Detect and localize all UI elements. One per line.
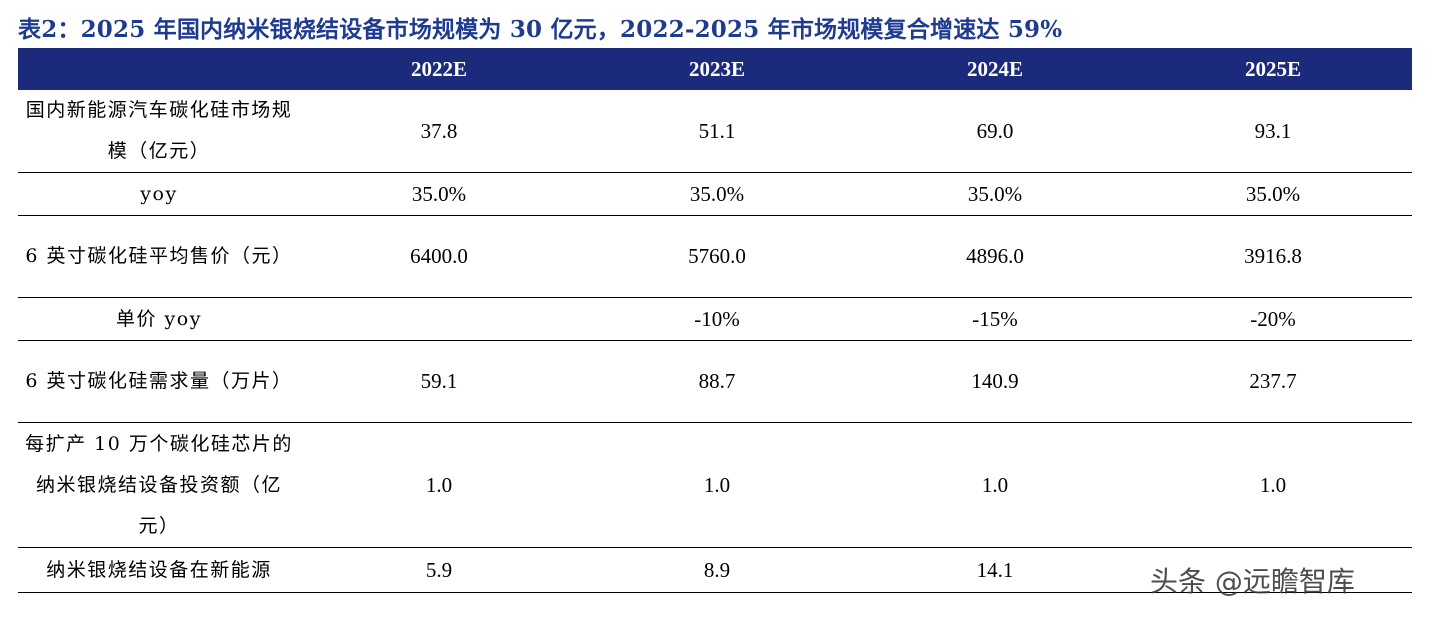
table-cell: 35.0%: [578, 172, 856, 216]
row-label: 每扩产 10 万个碳化硅芯片的纳米银烧结设备投资额（亿元）: [18, 422, 300, 548]
table-cell: 35.0%: [1134, 172, 1412, 216]
header-cell-2024e: 2024E: [966, 56, 1023, 81]
table-cell: 51.1: [578, 90, 856, 173]
table-cell: 237.7: [1134, 340, 1412, 423]
table-cell: 3916.8: [1134, 215, 1412, 298]
header-cell-2025e: 2025E: [1244, 56, 1301, 81]
table-row: yoy 35.0% 35.0% 35.0% 35.0%: [18, 172, 1412, 216]
table-row: 单价 yoy -10% -15% -20%: [18, 297, 1412, 341]
table-cell: 35.0%: [300, 172, 578, 216]
table-row: 每扩产 10 万个碳化硅芯片的纳米银烧结设备投资额（亿元） 1.0 1.0 1.…: [18, 422, 1412, 548]
table-cell: 69.0: [856, 90, 1134, 173]
table-cell: 4896.0: [856, 215, 1134, 298]
table-row: 国内新能源汽车碳化硅市场规模（亿元） 37.8 51.1 69.0 93.1: [18, 90, 1412, 173]
row-label: 单价 yoy: [18, 297, 300, 341]
table-cell: 37.8: [300, 90, 578, 173]
header-cell: [18, 48, 300, 90]
row-label: 纳米银烧结设备在新能源: [18, 547, 300, 593]
table-title: 表2：2025 年国内纳米银烧结设备市场规模为 30 亿元，2022-2025 …: [18, 16, 1063, 43]
table-cell: [1134, 547, 1412, 593]
row-label: 国内新能源汽车碳化硅市场规模（亿元）: [18, 90, 300, 173]
table-row: 纳米银烧结设备在新能源 5.9 8.9 14.1: [18, 547, 1412, 593]
table-row: 6 英寸碳化硅平均售价（元） 6400.0 5760.0 4896.0 3916…: [18, 215, 1412, 298]
header-cell-2022e: 2022E: [410, 56, 467, 81]
table-cell: 1.0: [578, 422, 856, 548]
table-cell: -10%: [578, 297, 856, 341]
table-cell: 6400.0: [300, 215, 578, 298]
table-cell: -20%: [1134, 297, 1412, 341]
table-cell: -15%: [856, 297, 1134, 341]
table-cell: 59.1: [300, 340, 578, 423]
watermark: 头条 @远瞻智库: [1150, 565, 1355, 598]
header-cell-2023e: 2023E: [688, 56, 745, 81]
table-cell: 93.1: [1134, 90, 1412, 173]
table-cell: 8.9: [578, 547, 856, 593]
table-cell: 140.9: [856, 340, 1134, 423]
table-cell: 1.0: [1134, 422, 1412, 548]
row-label: yoy: [18, 172, 300, 216]
row-label: 6 英寸碳化硅需求量（万片）: [18, 340, 300, 423]
market-size-table: 2022E 2023E 2024E 2025E 国内新能源汽车碳化硅市场规模（亿…: [18, 48, 1412, 593]
table-cell: 5760.0: [578, 215, 856, 298]
table-cell: [300, 297, 578, 341]
table-cell: 88.7: [578, 340, 856, 423]
table-cell: 5.9: [300, 547, 578, 593]
table-cell: 35.0%: [856, 172, 1134, 216]
table-cell: 1.0: [856, 422, 1134, 548]
table-row: 6 英寸碳化硅需求量（万片） 59.1 88.7 140.9 237.7: [18, 340, 1412, 423]
table-cell: 1.0: [300, 422, 578, 548]
table-cell: 14.1: [856, 547, 1134, 593]
row-label: 6 英寸碳化硅平均售价（元）: [18, 215, 300, 298]
header-row: 2022E 2023E 2024E 2025E: [18, 48, 1412, 90]
